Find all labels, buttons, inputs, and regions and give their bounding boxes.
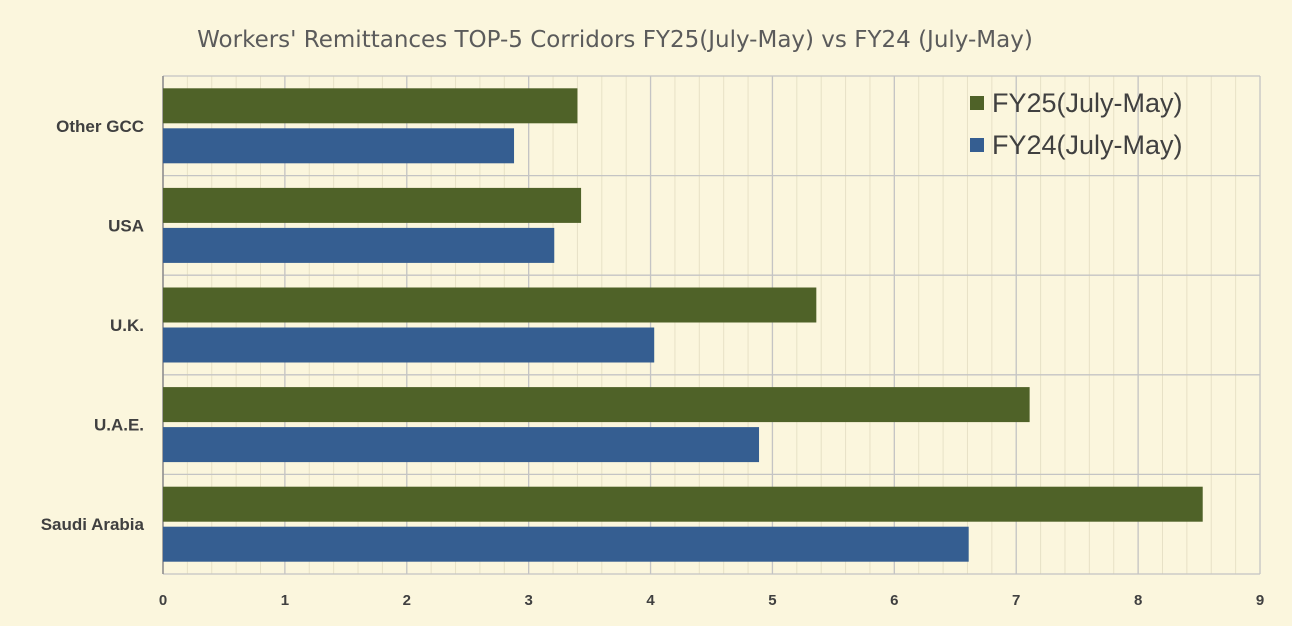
category-label: Saudi Arabia xyxy=(41,515,145,534)
bars xyxy=(163,88,1203,562)
bar-fy24 xyxy=(163,227,555,263)
bar-fy25 xyxy=(163,88,578,124)
legend: FY25(July-May) FY24(July-May) xyxy=(970,88,1183,160)
bar-fy24 xyxy=(163,128,515,164)
x-tick-label: 6 xyxy=(890,592,898,609)
x-tick-label: 2 xyxy=(403,592,411,609)
bar-fy24 xyxy=(163,327,655,363)
legend-label: FY24(July-May) xyxy=(992,130,1183,160)
x-tick-label: 1 xyxy=(281,592,289,609)
x-tick-label: 9 xyxy=(1256,592,1264,609)
x-tick-label: 5 xyxy=(768,592,776,609)
category-label: U.K. xyxy=(110,316,144,335)
bar-fy25 xyxy=(163,287,817,323)
legend-label: FY25(July-May) xyxy=(992,88,1183,118)
category-label: U.A.E. xyxy=(94,416,144,435)
category-label: USA xyxy=(108,216,144,235)
category-labels: Other GCC USA U.K. U.A.E. Saudi Arabia xyxy=(41,117,145,534)
x-tick-label: 3 xyxy=(524,592,532,609)
bar-fy25 xyxy=(163,387,1030,423)
x-tick-label: 8 xyxy=(1134,592,1142,609)
bar-fy24 xyxy=(163,526,969,562)
chart-title: Workers' Remittances TOP-5 Corridors FY2… xyxy=(197,27,1033,53)
legend-swatch xyxy=(970,96,984,110)
bar-fy24 xyxy=(163,427,760,463)
x-tick-label: 4 xyxy=(646,592,655,609)
category-label: Other GCC xyxy=(56,117,144,136)
x-tick-label: 0 xyxy=(159,592,167,609)
bar-fy25 xyxy=(163,486,1203,522)
bar-fy25 xyxy=(163,187,582,223)
x-tick-label: 7 xyxy=(1012,592,1020,609)
legend-swatch xyxy=(970,138,984,152)
x-tick-labels: 0 1 2 3 4 5 6 7 8 9 xyxy=(159,592,1264,609)
